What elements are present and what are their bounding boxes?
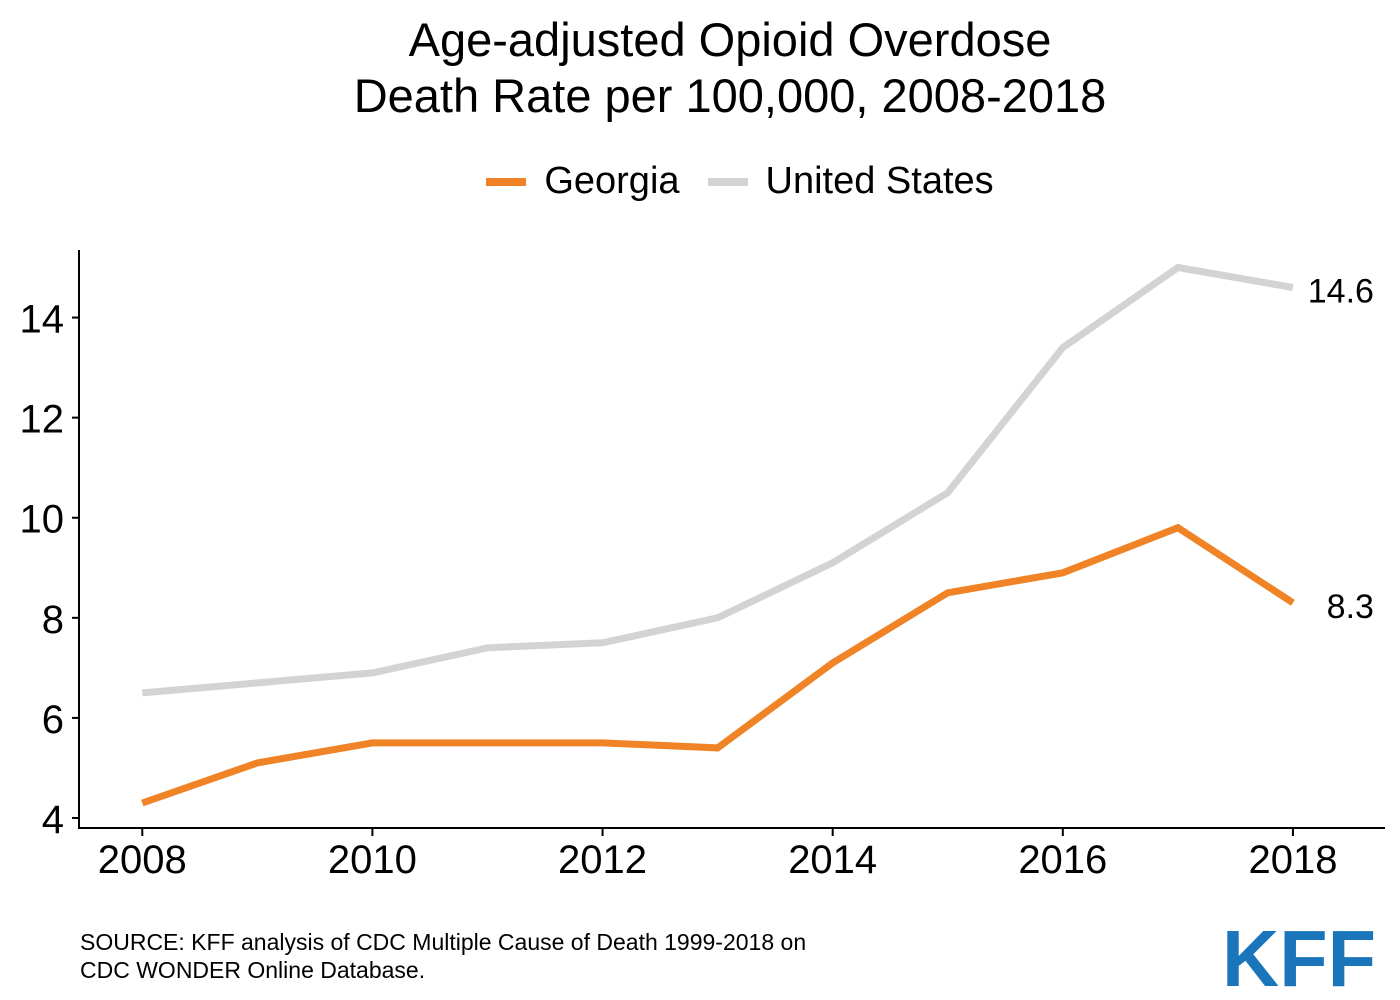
x-tick-label: 2016 — [1018, 838, 1107, 882]
y-tick-label: 14 — [20, 298, 65, 342]
series-line-united-states — [141, 263, 1294, 697]
y-tick-label: 10 — [20, 498, 65, 542]
end-label-georgia: 8.3 — [1327, 588, 1374, 626]
legend-swatch-united-states — [707, 177, 748, 186]
chart-title: Age-adjusted Opioid Overdose Death Rate … — [0, 12, 1400, 124]
series-line-georgia — [141, 523, 1295, 807]
y-tick-label: 6 — [42, 698, 64, 742]
x-tick-label: 2018 — [1248, 838, 1337, 882]
kff-logo: KFF — [1222, 918, 1376, 990]
source-line-1: SOURCE: KFF analysis of CDC Multiple Cau… — [80, 929, 807, 955]
y-tick-label: 8 — [42, 598, 64, 642]
y-tick-label: 4 — [42, 798, 64, 842]
legend-item-united-states: United States — [707, 160, 994, 203]
title-line-2: Death Rate per 100,000, 2008-2018 — [353, 69, 1107, 122]
y-tick-label: 12 — [20, 398, 65, 442]
svg-text:KFF: KFF — [1222, 918, 1376, 990]
legend-swatch-georgia — [486, 177, 527, 186]
source-note: SOURCE: KFF analysis of CDC Multiple Cau… — [80, 928, 806, 984]
legend: Georgia United States — [0, 160, 1400, 203]
x-tick-label: 2014 — [788, 838, 877, 882]
legend-label-united-states: United States — [765, 160, 994, 202]
x-tick-label: 2012 — [558, 838, 647, 882]
title-line-1: Age-adjusted Opioid Overdose — [408, 13, 1052, 66]
source-line-2: CDC WONDER Online Database. — [80, 957, 426, 983]
x-tick-label: 2010 — [328, 838, 417, 882]
x-tick-label: 2008 — [98, 838, 187, 882]
legend-item-georgia: Georgia — [486, 160, 680, 203]
end-label-united-states: 14.6 — [1308, 273, 1374, 311]
legend-label-georgia: Georgia — [544, 160, 680, 202]
